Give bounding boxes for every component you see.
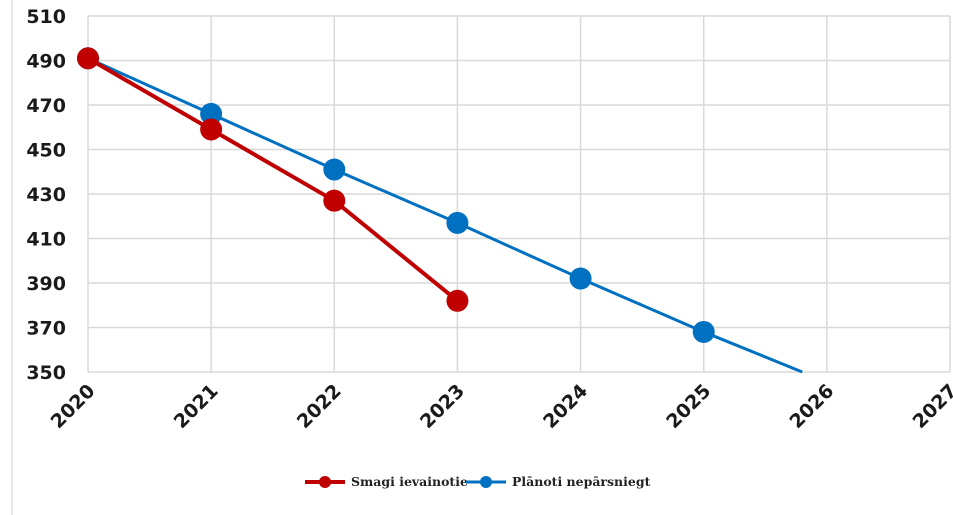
data-point-series-1 (323, 158, 346, 181)
x-tick-label: 2026 (785, 380, 838, 433)
legend-marker-0 (319, 476, 331, 488)
legend-label-0: Smagi ievainotie (351, 474, 468, 489)
gridlines (87, 15, 951, 373)
x-tick-label: 2024 (539, 380, 592, 433)
data-point-series-1 (569, 267, 592, 290)
y-tick-label: 350 (26, 362, 66, 384)
x-tick-label: 2023 (416, 380, 469, 433)
y-tick-label: 470 (26, 95, 66, 117)
y-tick-label: 410 (26, 229, 66, 251)
x-tick-label: 2022 (293, 380, 346, 433)
x-tick-label: 2025 (662, 380, 715, 433)
data-point-series-1 (200, 102, 223, 125)
legend-marker-1 (480, 476, 492, 488)
data-point-series-0 (446, 289, 469, 312)
x-tick-label: 2021 (170, 380, 223, 433)
y-tick-label: 510 (26, 6, 66, 28)
y-tick-label: 390 (26, 273, 66, 295)
data-point-series-0 (200, 118, 223, 141)
series-line-0 (86, 56, 459, 303)
legend-label-1: Plānoti nepārsniegt (512, 474, 651, 489)
legend: Smagi ievainotie Plānoti nepārsniegt (305, 474, 651, 489)
y-tick-label: 370 (26, 318, 66, 340)
data-point-series-0 (323, 189, 346, 212)
series-points (77, 47, 715, 343)
y-axis-tick-labels: 350 370 390 410 430 450 470 490 510 (26, 6, 66, 384)
data-point-series-1 (446, 211, 469, 234)
y-tick-label: 490 (26, 51, 66, 73)
data-point-series-1 (692, 320, 715, 343)
y-tick-label: 450 (26, 140, 66, 162)
y-tick-label: 430 (26, 184, 66, 206)
x-axis-tick-labels: 2020 2021 2022 2023 2024 2025 2026 2027 (47, 380, 953, 433)
data-point-series-0 (77, 47, 99, 70)
x-tick-label: 2020 (47, 380, 100, 433)
x-tick-label: 2027 (909, 380, 953, 433)
